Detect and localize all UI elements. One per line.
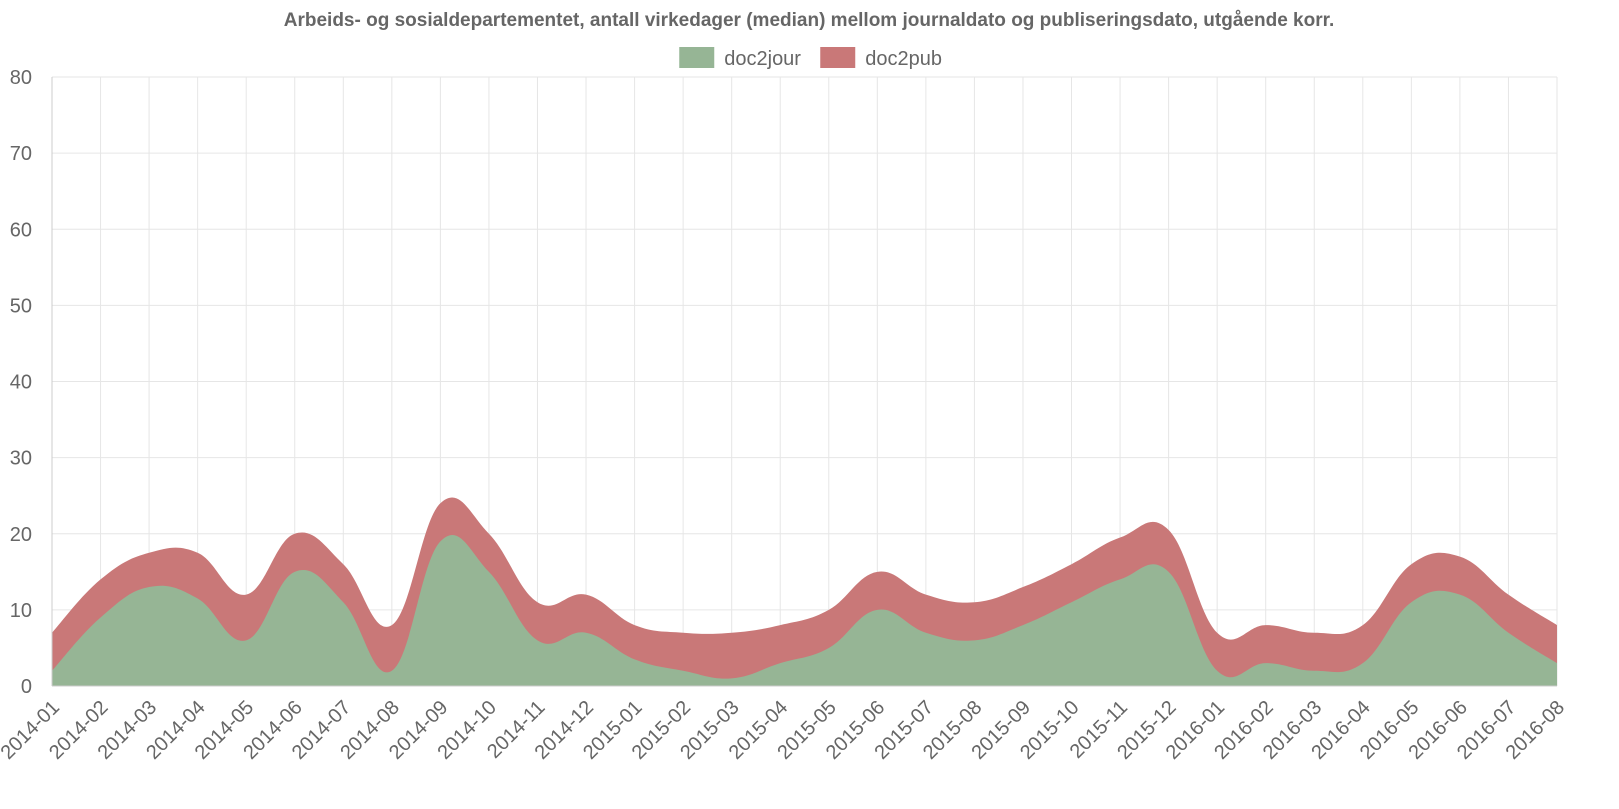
legend-swatch <box>679 47 715 68</box>
area-series-doc2jour <box>52 534 1557 686</box>
legend-label: doc2jour <box>724 48 801 70</box>
axes <box>51 77 1557 687</box>
legend-label: doc2pub <box>865 48 942 70</box>
y-tick-label: 30 <box>10 448 32 470</box>
y-tick-label: 70 <box>10 143 32 165</box>
y-tick-label: 20 <box>10 524 32 546</box>
legend-item-doc2jour[interactable]: doc2jour <box>679 47 801 70</box>
y-tick-label: 10 <box>10 600 32 622</box>
y-tick-label: 50 <box>10 295 32 317</box>
y-tick-label: 60 <box>10 219 32 241</box>
legend-swatch <box>820 47 856 68</box>
x-axis-ticks: 2014-012014-022014-032014-042014-052014-… <box>0 696 1569 763</box>
y-tick-label: 80 <box>10 67 32 89</box>
legend: doc2jour doc2pub <box>679 47 942 70</box>
y-tick-label: 0 <box>21 676 32 698</box>
y-tick-label: 40 <box>10 372 32 394</box>
y-axis-ticks: 0 10 20 30 40 50 60 70 80 <box>10 67 32 698</box>
legend-item-doc2pub[interactable]: doc2pub <box>820 47 942 70</box>
chart-title: Arbeids- og sosialdepartementet, antall … <box>284 10 1334 31</box>
areas <box>52 497 1557 686</box>
